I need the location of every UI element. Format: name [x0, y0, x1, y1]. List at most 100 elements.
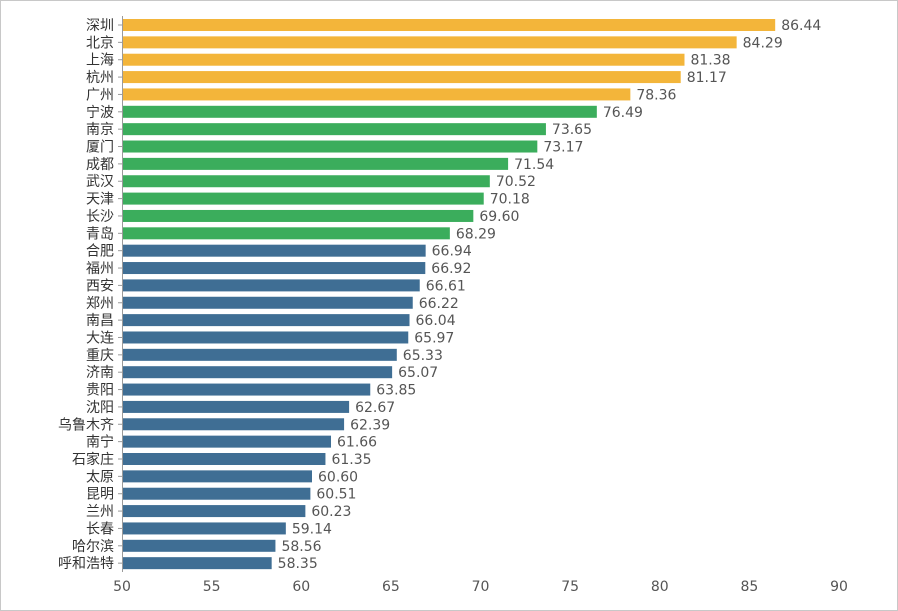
value-label: 86.44: [781, 18, 821, 34]
x-tick-label: 80: [651, 579, 669, 595]
bar: [123, 453, 326, 465]
value-label: 73.65: [552, 122, 592, 138]
bar: [123, 192, 484, 205]
value-label: 81.17: [687, 70, 727, 86]
bar: [123, 88, 631, 101]
value-label: 60.60: [318, 469, 358, 485]
value-label: 66.22: [419, 296, 459, 312]
bar: [123, 400, 350, 413]
bar: [123, 71, 681, 84]
category-label: 南昌: [86, 313, 114, 329]
value-label: 66.04: [416, 313, 456, 329]
category-label: 济南: [86, 365, 114, 381]
category-label: 上海: [86, 53, 114, 69]
bar: [123, 279, 420, 292]
bar: [123, 366, 393, 379]
bar: [123, 505, 306, 518]
value-label: 58.56: [281, 539, 321, 555]
category-label: 福州: [86, 261, 114, 277]
category-label: 重庆: [86, 348, 114, 364]
category-label: 南京: [86, 122, 114, 138]
category-label: 西安: [86, 278, 114, 294]
x-tick-label: 55: [203, 579, 221, 595]
value-label: 62.39: [350, 417, 390, 433]
value-label: 66.94: [432, 244, 472, 260]
category-label: 郑州: [86, 296, 114, 312]
value-label: 84.29: [743, 35, 783, 51]
category-label: 哈尔滨: [72, 539, 114, 555]
value-label: 66.61: [426, 278, 466, 294]
category-label: 乌鲁木齐: [58, 417, 114, 433]
bar: [123, 418, 345, 431]
value-label: 69.60: [479, 209, 519, 225]
value-label: 60.23: [311, 504, 351, 520]
category-label: 沈阳: [86, 400, 114, 416]
bar: [123, 19, 776, 31]
category-label: 杭州: [86, 70, 114, 86]
value-label: 81.38: [690, 53, 730, 69]
category-label: 大连: [86, 330, 114, 346]
x-tick-label: 50: [113, 579, 131, 595]
value-label: 68.29: [456, 226, 496, 242]
bar: [123, 105, 597, 118]
category-label: 深圳: [86, 18, 114, 34]
x-tick-label: 65: [382, 579, 400, 595]
value-label: 65.33: [403, 348, 443, 364]
category-label: 太原: [86, 469, 114, 485]
value-label: 62.67: [355, 400, 395, 416]
x-tick-label: 90: [830, 579, 848, 595]
category-label: 长春: [86, 521, 114, 537]
bar: [123, 227, 450, 240]
bar: [123, 36, 737, 49]
bar: [123, 470, 312, 483]
category-label: 长沙: [86, 209, 114, 225]
bar: [123, 314, 410, 327]
bar: [123, 522, 286, 535]
category-label: 青岛: [86, 226, 114, 242]
bar: [123, 383, 371, 396]
bar: [123, 296, 413, 309]
category-label: 天津: [86, 192, 114, 208]
bar: [123, 487, 311, 500]
bar: [123, 262, 426, 275]
bar: [123, 435, 332, 448]
value-label: 71.54: [514, 157, 554, 173]
value-label: 60.51: [316, 487, 356, 503]
bar: [123, 123, 546, 136]
value-label: 73.17: [543, 140, 583, 156]
value-label: 70.52: [496, 174, 536, 190]
value-label: 63.85: [376, 383, 416, 399]
value-label: 65.97: [414, 330, 454, 346]
bar: [123, 348, 397, 361]
value-label: 65.07: [398, 365, 438, 381]
bar: [123, 557, 272, 570]
bar: [123, 244, 426, 257]
category-label: 厦门: [86, 140, 114, 156]
value-label: 61.35: [331, 452, 371, 468]
category-label: 北京: [86, 35, 114, 51]
x-tick-label: 70: [472, 579, 490, 595]
category-label: 兰州: [86, 504, 114, 520]
category-label: 武汉: [86, 174, 114, 190]
value-label: 78.36: [636, 87, 676, 103]
bar: [123, 331, 409, 344]
value-label: 76.49: [603, 105, 643, 121]
value-label: 70.18: [490, 192, 530, 208]
bar: [123, 175, 490, 188]
category-label: 合肥: [86, 244, 114, 260]
value-label: 59.14: [292, 521, 332, 537]
category-label: 广州: [86, 87, 114, 103]
category-label: 石家庄: [72, 451, 114, 468]
category-label: 成都: [86, 157, 114, 173]
bar: [123, 157, 509, 170]
x-tick-label: 75: [561, 579, 579, 595]
bar: [123, 140, 538, 153]
category-label: 呼和浩特: [58, 556, 114, 572]
bar: [123, 539, 276, 552]
bar: [123, 53, 685, 66]
category-label: 南宁: [86, 434, 114, 451]
category-label: 昆明: [86, 487, 114, 503]
x-tick-label: 85: [740, 579, 758, 595]
